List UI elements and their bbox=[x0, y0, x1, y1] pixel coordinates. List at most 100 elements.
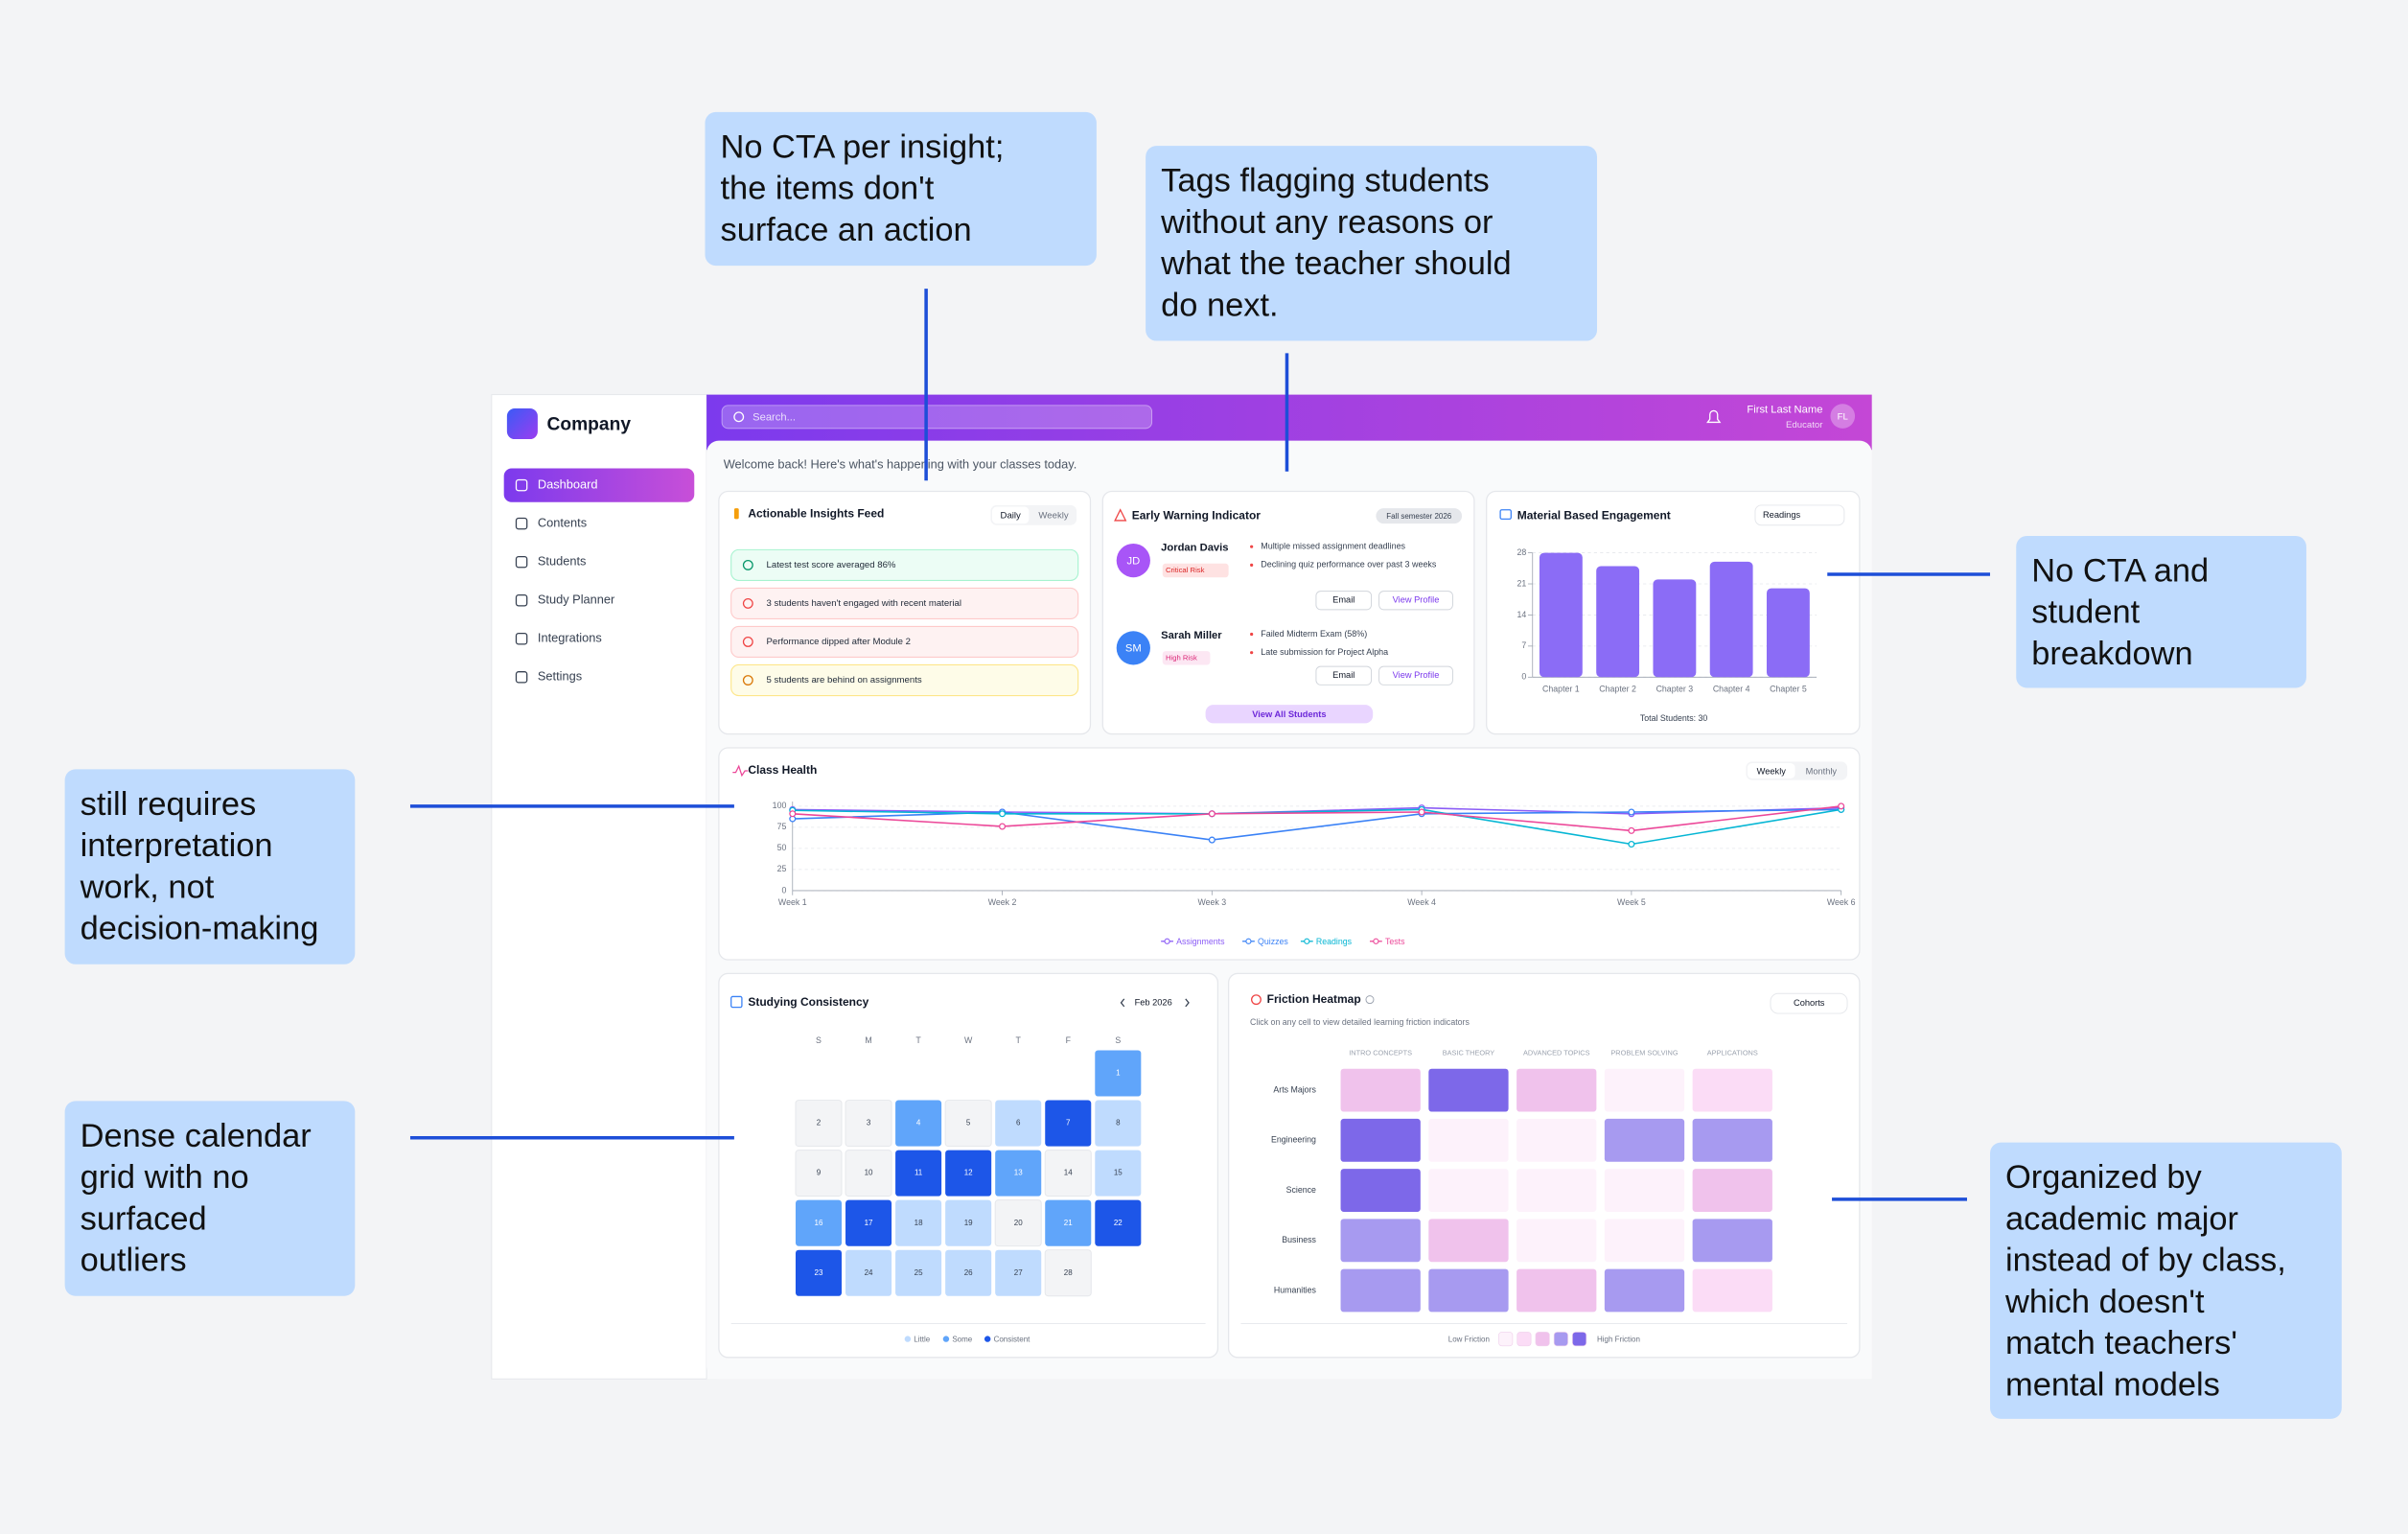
day-cell bbox=[895, 1100, 942, 1147]
column-header: APPLICATIONS bbox=[1707, 1049, 1758, 1058]
heat-cell[interactable] bbox=[1340, 1068, 1421, 1112]
tab[interactable]: Daily bbox=[1001, 511, 1022, 522]
annotation-text: without any reasons or bbox=[1160, 204, 1493, 241]
heat-cell[interactable] bbox=[1517, 1118, 1597, 1162]
heat-cell[interactable] bbox=[1692, 1268, 1772, 1313]
button[interactable] bbox=[1315, 665, 1373, 686]
heat-cell[interactable] bbox=[1517, 1219, 1597, 1263]
legend-point bbox=[1164, 938, 1170, 944]
button[interactable] bbox=[1378, 591, 1453, 611]
button-label[interactable]: View All Students bbox=[1252, 709, 1326, 719]
day-cell bbox=[1095, 1050, 1142, 1097]
button-label[interactable]: View Profile bbox=[1393, 595, 1440, 605]
tab[interactable]: Weekly bbox=[1038, 511, 1068, 522]
button-label[interactable]: Email bbox=[1332, 595, 1354, 605]
x-tick-label: Chapter 4 bbox=[1713, 684, 1750, 693]
heat-cell[interactable] bbox=[1604, 1068, 1685, 1112]
weekday: T bbox=[1016, 1035, 1022, 1045]
day-cell bbox=[1044, 1150, 1092, 1197]
heat-cell[interactable] bbox=[1692, 1068, 1772, 1112]
heat-cell[interactable] bbox=[1604, 1219, 1685, 1263]
nav-item[interactable]: Settings bbox=[538, 669, 582, 684]
weekday: W bbox=[964, 1035, 973, 1045]
day-number: 25 bbox=[915, 1268, 923, 1277]
point bbox=[1628, 840, 1635, 848]
dropdown[interactable] bbox=[1754, 504, 1845, 526]
heat-cell[interactable] bbox=[1604, 1118, 1685, 1162]
tab[interactable]: Monthly bbox=[1806, 766, 1838, 776]
column-header: INTRO CONCEPTS bbox=[1349, 1049, 1412, 1058]
card-title: Actionable Insights Feed bbox=[748, 507, 884, 521]
day-number: 10 bbox=[865, 1169, 873, 1177]
chevron-right[interactable] bbox=[1185, 998, 1190, 1008]
button[interactable] bbox=[1315, 591, 1373, 611]
nav-item[interactable]: Contents bbox=[538, 516, 587, 530]
annotation-text: decision-making bbox=[81, 911, 319, 947]
heat-cell[interactable] bbox=[1428, 1268, 1509, 1313]
nav-icon bbox=[515, 593, 528, 607]
filter-button[interactable] bbox=[1770, 992, 1848, 1014]
point bbox=[999, 823, 1007, 830]
bullet bbox=[1250, 545, 1254, 548]
line bbox=[792, 805, 1841, 832]
heat-cell[interactable] bbox=[1340, 1118, 1421, 1162]
heat-cell[interactable] bbox=[1340, 1268, 1421, 1313]
day-number: 16 bbox=[815, 1219, 823, 1227]
heat-cell[interactable] bbox=[1692, 1169, 1772, 1212]
day-number: 13 bbox=[1014, 1169, 1023, 1177]
heat-cell[interactable] bbox=[1428, 1169, 1509, 1212]
heat-cell[interactable] bbox=[1428, 1219, 1509, 1263]
nav-item[interactable]: Integrations bbox=[538, 631, 602, 645]
day-cell bbox=[1095, 1100, 1142, 1147]
button[interactable] bbox=[1205, 705, 1374, 724]
user-role: Educator bbox=[1786, 420, 1823, 430]
dropdown-label[interactable]: Readings bbox=[1763, 510, 1801, 520]
heat-cell[interactable] bbox=[1604, 1169, 1685, 1212]
heat-cell[interactable] bbox=[1428, 1068, 1509, 1112]
legend-swatch bbox=[1517, 1332, 1532, 1347]
annotation-text: which doesn't bbox=[2004, 1284, 2205, 1320]
heat-cell[interactable] bbox=[1692, 1219, 1772, 1263]
nav-item[interactable]: Study Planner bbox=[538, 593, 615, 607]
search-box[interactable] bbox=[721, 405, 1153, 430]
annotation-text: breakdown bbox=[2031, 636, 2192, 672]
annotation-box bbox=[1990, 1142, 2342, 1419]
button[interactable] bbox=[1378, 665, 1453, 686]
welcome-text: Welcome back! Here's what's happening wi… bbox=[724, 457, 1077, 472]
y-tick-label: 28 bbox=[1517, 547, 1527, 557]
heat-cell[interactable] bbox=[1517, 1169, 1597, 1212]
bullet bbox=[1250, 651, 1254, 655]
heat-cell[interactable] bbox=[1428, 1118, 1509, 1162]
heat-cell[interactable] bbox=[1604, 1268, 1685, 1313]
bell-icon[interactable] bbox=[1706, 409, 1722, 424]
icon bbox=[730, 995, 743, 1009]
day-number: 1 bbox=[1116, 1069, 1121, 1078]
month-label: Feb 2026 bbox=[1135, 997, 1172, 1007]
button-label[interactable]: Email bbox=[1332, 670, 1354, 680]
heat-cell[interactable] bbox=[1340, 1169, 1421, 1212]
y-tick-label: 75 bbox=[777, 822, 787, 831]
x-tick-label: Chapter 5 bbox=[1770, 684, 1807, 693]
filter-label[interactable]: Cohorts bbox=[1794, 998, 1825, 1008]
avatar[interactable] bbox=[1830, 404, 1856, 429]
chevron-left[interactable] bbox=[1120, 998, 1125, 1008]
button-label[interactable]: View Profile bbox=[1393, 670, 1440, 680]
insight-item bbox=[730, 548, 1079, 581]
nav-item[interactable]: Dashboard bbox=[538, 476, 598, 491]
heat-cell[interactable] bbox=[1517, 1068, 1597, 1112]
insight-text: 5 students are behind on assignments bbox=[767, 675, 922, 686]
day-cell bbox=[845, 1199, 892, 1246]
annotation-text: surface an action bbox=[720, 212, 971, 248]
logo bbox=[506, 408, 538, 440]
day-number: 20 bbox=[1014, 1219, 1023, 1227]
insight-icon bbox=[742, 675, 753, 686]
heat-cell[interactable] bbox=[1517, 1268, 1597, 1313]
tab[interactable]: Weekly bbox=[1757, 766, 1787, 776]
nav-item[interactable]: Students bbox=[538, 554, 587, 569]
heat-cell[interactable] bbox=[1692, 1118, 1772, 1162]
legend-label: Little bbox=[914, 1336, 930, 1344]
annotation-text: Tags flagging students bbox=[1161, 163, 1490, 199]
row-label: Humanities bbox=[1274, 1285, 1317, 1294]
x-tick-label: Chapter 1 bbox=[1542, 684, 1580, 693]
heat-cell[interactable] bbox=[1340, 1219, 1421, 1263]
